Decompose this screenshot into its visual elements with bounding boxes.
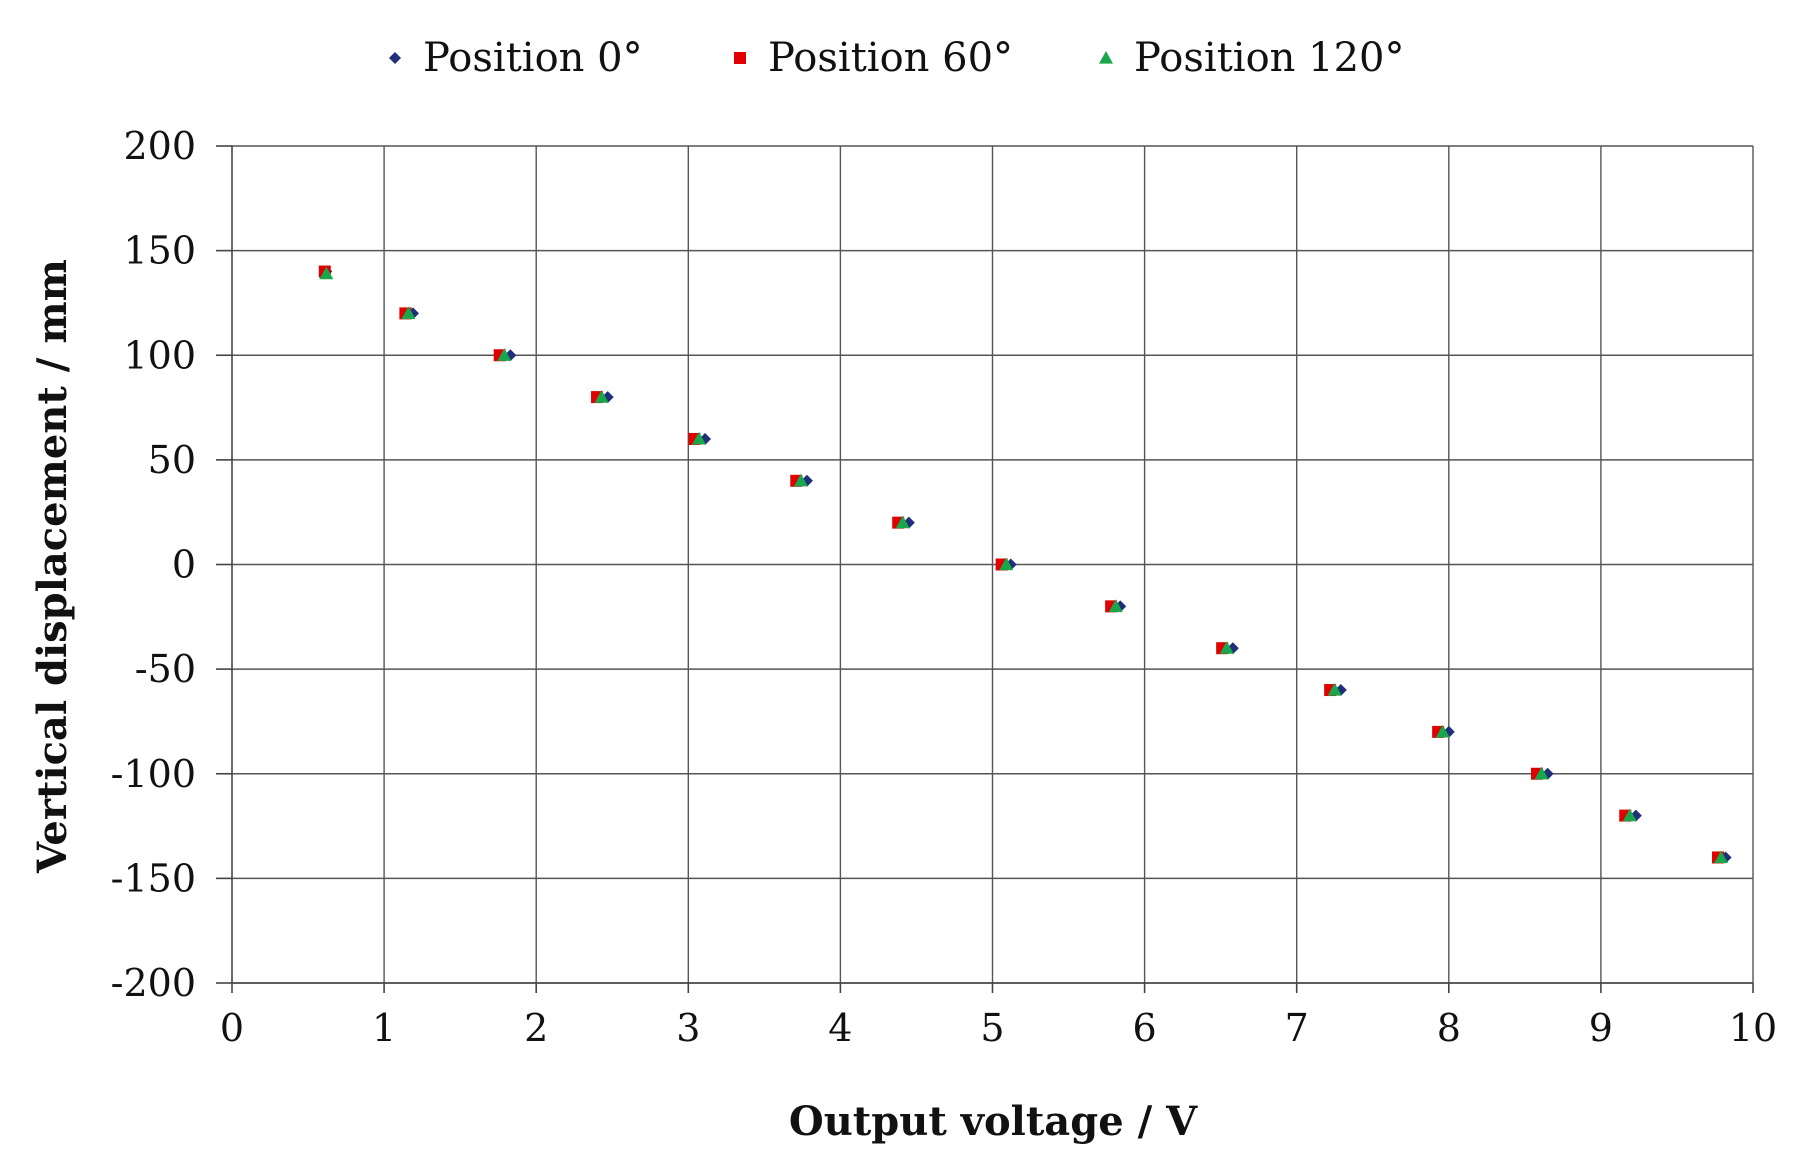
grid xyxy=(232,145,1754,984)
x-tick-label: 5 xyxy=(980,1006,1004,1050)
y-tick-labels: 200 150 100 50 0 -50 -100 -150 -200 xyxy=(111,124,196,1005)
x-tick-label: 1 xyxy=(372,1006,396,1050)
data-point xyxy=(793,473,808,487)
data-point xyxy=(691,431,706,445)
y-tick-label: 0 xyxy=(172,543,196,587)
data-points xyxy=(318,265,1732,864)
legend-marker xyxy=(734,52,746,64)
data-point xyxy=(594,390,609,403)
data-point xyxy=(401,306,416,319)
y-tick-label: 50 xyxy=(148,438,196,482)
legend-item: Position 120° xyxy=(1099,35,1404,81)
y-axis-title: Vertical displacement / mm xyxy=(29,259,76,874)
x-tick-label: 10 xyxy=(1729,1006,1777,1050)
x-tick-label: 4 xyxy=(828,1006,852,1050)
y-tick-label: -150 xyxy=(111,856,196,900)
y-tick-label: -200 xyxy=(111,961,196,1005)
x-tick-labels: 0 1 2 3 4 5 6 7 8 9 10 xyxy=(220,1006,1777,1050)
legend-marker xyxy=(389,52,401,64)
legend: Position 0° Position 60° Position 120° xyxy=(389,35,1404,81)
axes xyxy=(216,145,1754,993)
y-tick-label: 200 xyxy=(123,124,196,168)
data-point xyxy=(1108,599,1123,612)
y-tick-label: -100 xyxy=(111,752,196,796)
legend-label: Position 60° xyxy=(768,35,1013,81)
legend-item: Position 60° xyxy=(734,35,1013,81)
x-tick-label: 2 xyxy=(524,1006,548,1050)
x-tick-label: 8 xyxy=(1437,1006,1461,1050)
data-point xyxy=(1714,850,1729,864)
y-tick-label: 150 xyxy=(123,229,196,273)
series-2 xyxy=(319,266,1729,864)
legend-marker xyxy=(1099,51,1113,64)
x-tick-label: 0 xyxy=(220,1006,244,1050)
y-tick-label: 100 xyxy=(123,333,196,377)
data-point xyxy=(319,266,334,280)
data-point xyxy=(999,557,1014,571)
x-tick-label: 3 xyxy=(676,1006,700,1050)
x-tick-label: 6 xyxy=(1133,1006,1157,1050)
x-tick-label: 7 xyxy=(1285,1006,1309,1050)
legend-label: Position 0° xyxy=(423,35,643,81)
data-point xyxy=(497,348,512,361)
x-axis-title: Output voltage / V xyxy=(789,1098,1198,1145)
legend-label: Position 120° xyxy=(1134,35,1404,81)
data-point xyxy=(1327,683,1342,696)
data-point xyxy=(895,515,910,529)
data-point xyxy=(1622,808,1637,822)
y-tick-label: -50 xyxy=(135,647,196,691)
data-point xyxy=(1219,641,1234,654)
data-point xyxy=(1534,766,1549,780)
x-tick-label: 9 xyxy=(1589,1006,1613,1050)
legend-item: Position 0° xyxy=(389,35,643,81)
data-point xyxy=(1435,724,1450,738)
